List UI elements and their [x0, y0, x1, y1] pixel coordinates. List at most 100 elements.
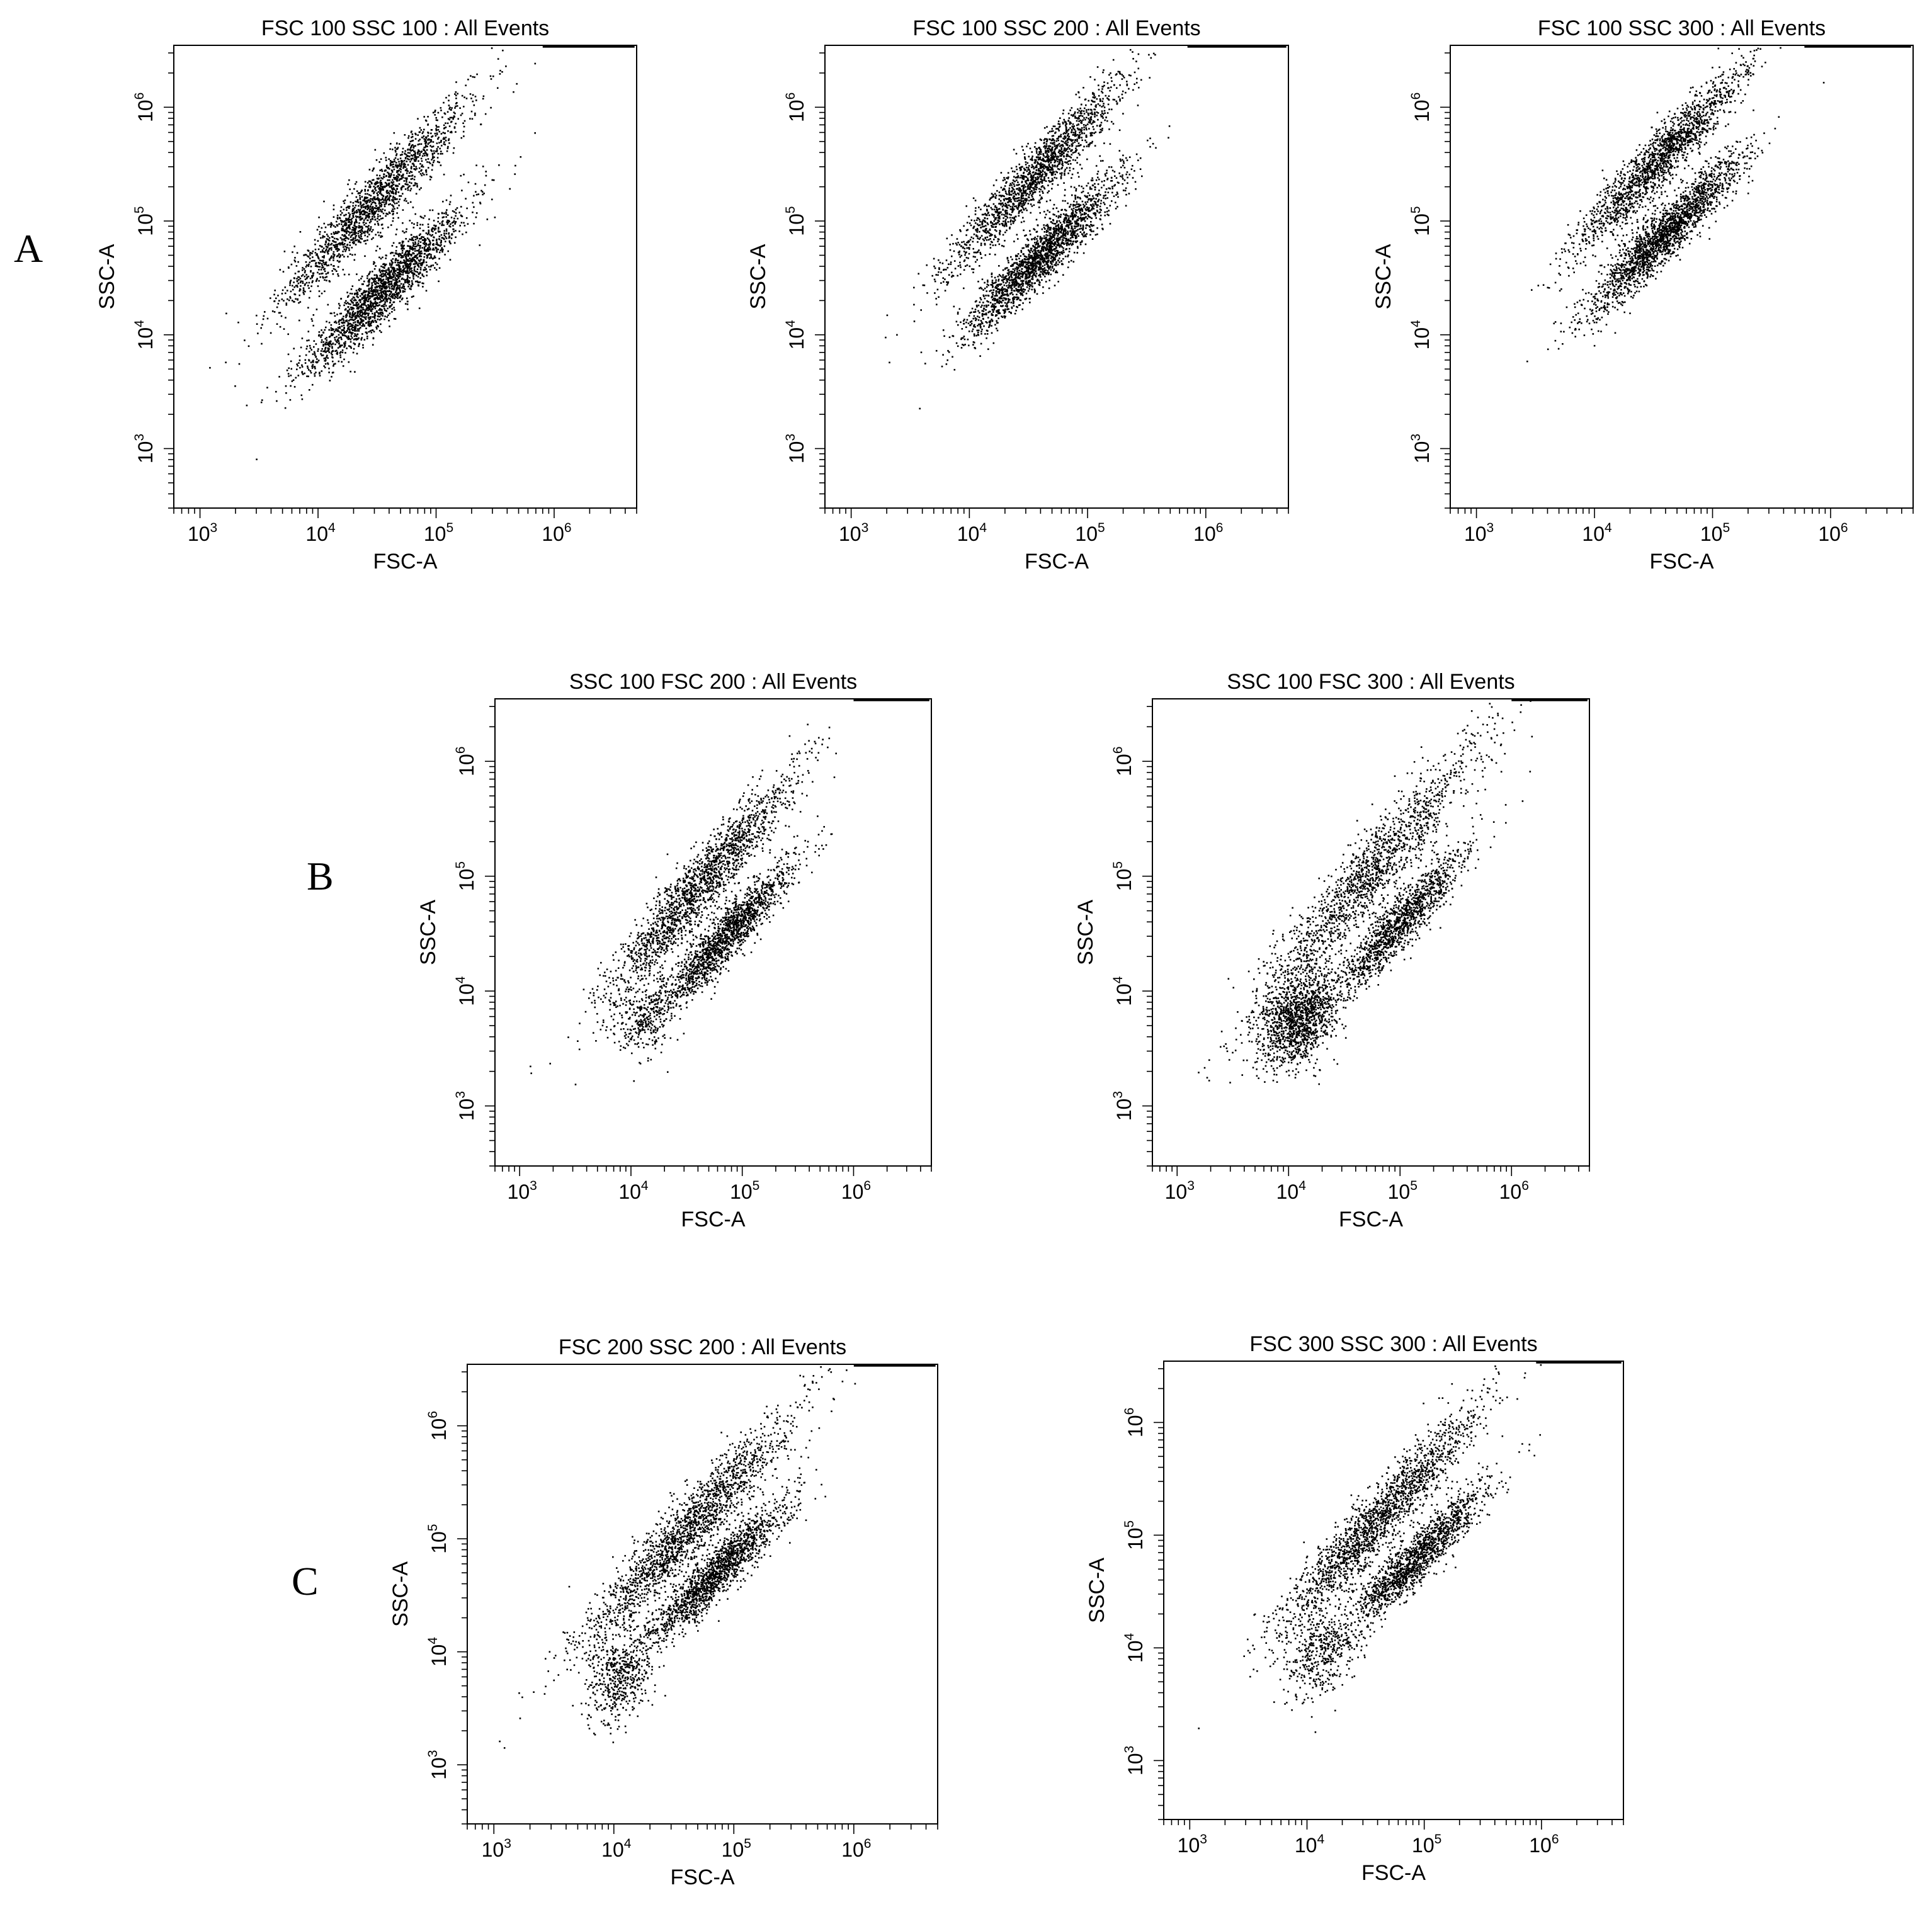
- x-tick-label-3: 105: [1388, 1179, 1418, 1203]
- scatter-plot-4: SSC 100 FSC 200 : All Events 103 104 105 106…: [416, 670, 932, 1231]
- y-tick-label-4: 106: [1122, 1408, 1147, 1437]
- x-tick-label-4: 106: [1499, 1179, 1529, 1203]
- x-tick-label-1: 103: [188, 521, 217, 545]
- plot-frame: [1450, 45, 1914, 509]
- x-axis-label: FSC-A: [681, 1208, 746, 1231]
- population-2: [1305, 1434, 1541, 1677]
- x-axis-label: FSC-A: [1361, 1861, 1426, 1885]
- plot-title: FSC 200 SSC 200 : All Events: [559, 1335, 846, 1359]
- scatter-plot-6: FSC 200 SSC 200 : All Events 103 104 105 106…: [389, 1335, 938, 1889]
- plot-frame: [1152, 698, 1590, 1167]
- axis-ticks: [1142, 706, 1590, 1176]
- panel-letter-b: B: [307, 854, 334, 898]
- y-tick-label-3: 105: [426, 1524, 450, 1554]
- x-tick-label-4: 106: [1818, 521, 1848, 545]
- y-tick-label-4: 106: [1111, 747, 1135, 776]
- population-1: [1198, 700, 1533, 1084]
- y-tick-label-1: 103: [1111, 1091, 1135, 1121]
- axis-ticks: [815, 52, 1289, 518]
- y-tick-label-3: 105: [1111, 861, 1135, 891]
- population-2: [620, 815, 833, 1047]
- plot-title: FSC 100 SSC 300 : All Events: [1538, 16, 1826, 40]
- x-tick-label-2: 104: [1582, 521, 1612, 545]
- x-tick-label-4: 106: [841, 1179, 871, 1203]
- x-tick-label-3: 105: [424, 521, 453, 545]
- x-tick-label-2: 104: [957, 521, 987, 545]
- axis-ticks: [1154, 1368, 1624, 1830]
- x-tick-label-3: 105: [1412, 1832, 1441, 1857]
- y-tick-label-2: 104: [783, 320, 808, 350]
- y-tick-label-1: 103: [132, 434, 157, 463]
- y-tick-label-4: 106: [453, 747, 478, 776]
- population-1: [885, 48, 1156, 364]
- x-tick-label-3: 105: [722, 1836, 751, 1861]
- x-tick-label-3: 105: [730, 1179, 759, 1203]
- population-2: [919, 125, 1171, 410]
- y-tick-label-4: 106: [1409, 93, 1433, 122]
- scatter-plot-3: FSC 100 SSC 300 : All Events 103 104 105 106…: [1372, 16, 1914, 574]
- x-tick-label-1: 103: [1464, 521, 1494, 545]
- population-1: [1531, 47, 1781, 292]
- y-axis-label: SSC-A: [95, 244, 119, 309]
- scatter-plot-5: SSC 100 FSC 300 : All Events 103 104 105 106…: [1074, 670, 1590, 1231]
- y-tick-label-3: 105: [1122, 1520, 1147, 1550]
- plot-title: SSC 100 FSC 200 : All Events: [569, 670, 857, 694]
- y-axis-label: SSC-A: [1085, 1558, 1109, 1623]
- plot-title: FSC 100 SSC 200 : All Events: [912, 16, 1200, 40]
- population-3: [1268, 1577, 1368, 1733]
- x-axis-label: FSC-A: [1025, 550, 1089, 574]
- y-tick-label-4: 106: [132, 93, 157, 122]
- panel-letter-a: A: [14, 226, 43, 271]
- x-tick-label-1: 103: [839, 521, 868, 545]
- x-tick-label-1: 103: [1178, 1832, 1207, 1857]
- x-axis-label: FSC-A: [1339, 1208, 1403, 1231]
- x-tick-label-1: 103: [482, 1836, 511, 1861]
- x-tick-label-2: 104: [601, 1836, 632, 1861]
- x-tick-label-4: 106: [1529, 1832, 1559, 1857]
- x-tick-label-1: 103: [508, 1179, 537, 1203]
- y-axis-label: SSC-A: [746, 244, 770, 309]
- x-tick-label-2: 104: [1295, 1832, 1325, 1857]
- y-tick-label-1: 103: [1122, 1746, 1147, 1775]
- y-axis-label: SSC-A: [389, 1561, 412, 1627]
- population-3: [572, 1609, 666, 1743]
- y-tick-label-4: 106: [426, 1411, 450, 1440]
- x-tick-label-1: 103: [1165, 1179, 1195, 1203]
- population-1: [209, 47, 537, 387]
- x-tick-label-2: 104: [618, 1179, 649, 1203]
- scatter-plot-7: FSC 300 SSC 300 : All Events 103 104 105 106…: [1085, 1332, 1624, 1885]
- x-tick-label-4: 106: [841, 1836, 871, 1861]
- x-axis-label: FSC-A: [373, 550, 438, 574]
- axis-ticks: [164, 52, 637, 518]
- x-tick-label-4: 106: [542, 521, 571, 545]
- y-tick-label-3: 105: [453, 861, 478, 891]
- y-tick-label-1: 103: [1409, 434, 1433, 463]
- y-tick-label-3: 105: [132, 206, 157, 235]
- plot-frame: [467, 1364, 938, 1825]
- x-tick-label-3: 105: [1075, 521, 1105, 545]
- population-1: [530, 723, 837, 1085]
- y-tick-label-1: 103: [426, 1750, 450, 1780]
- x-tick-label-2: 104: [1276, 1179, 1307, 1203]
- x-tick-label-2: 104: [305, 521, 336, 545]
- y-tick-label-3: 105: [1409, 206, 1433, 235]
- axis-ticks: [1440, 52, 1914, 518]
- plot-frame: [173, 45, 637, 509]
- plot-title: FSC 100 SSC 100 : All Events: [261, 16, 549, 40]
- y-tick-label-1: 103: [453, 1091, 478, 1121]
- y-tick-label-1: 103: [783, 434, 808, 463]
- population-2: [246, 132, 536, 460]
- plot-frame: [494, 698, 932, 1167]
- panel-letter-c: C: [292, 1559, 319, 1604]
- axis-ticks: [457, 1371, 938, 1834]
- population-1: [1198, 1364, 1542, 1729]
- y-tick-label-4: 106: [783, 93, 808, 122]
- scatter-plot-1: FSC 100 SSC 100 : All Events 103 104 105 106…: [95, 16, 637, 574]
- population-3: [599, 953, 690, 1082]
- y-tick-label-2: 104: [1111, 976, 1135, 1006]
- population-2: [607, 1456, 826, 1694]
- plot-frame: [824, 45, 1289, 509]
- x-tick-label-4: 106: [1193, 521, 1223, 545]
- y-tick-label-2: 104: [132, 320, 157, 350]
